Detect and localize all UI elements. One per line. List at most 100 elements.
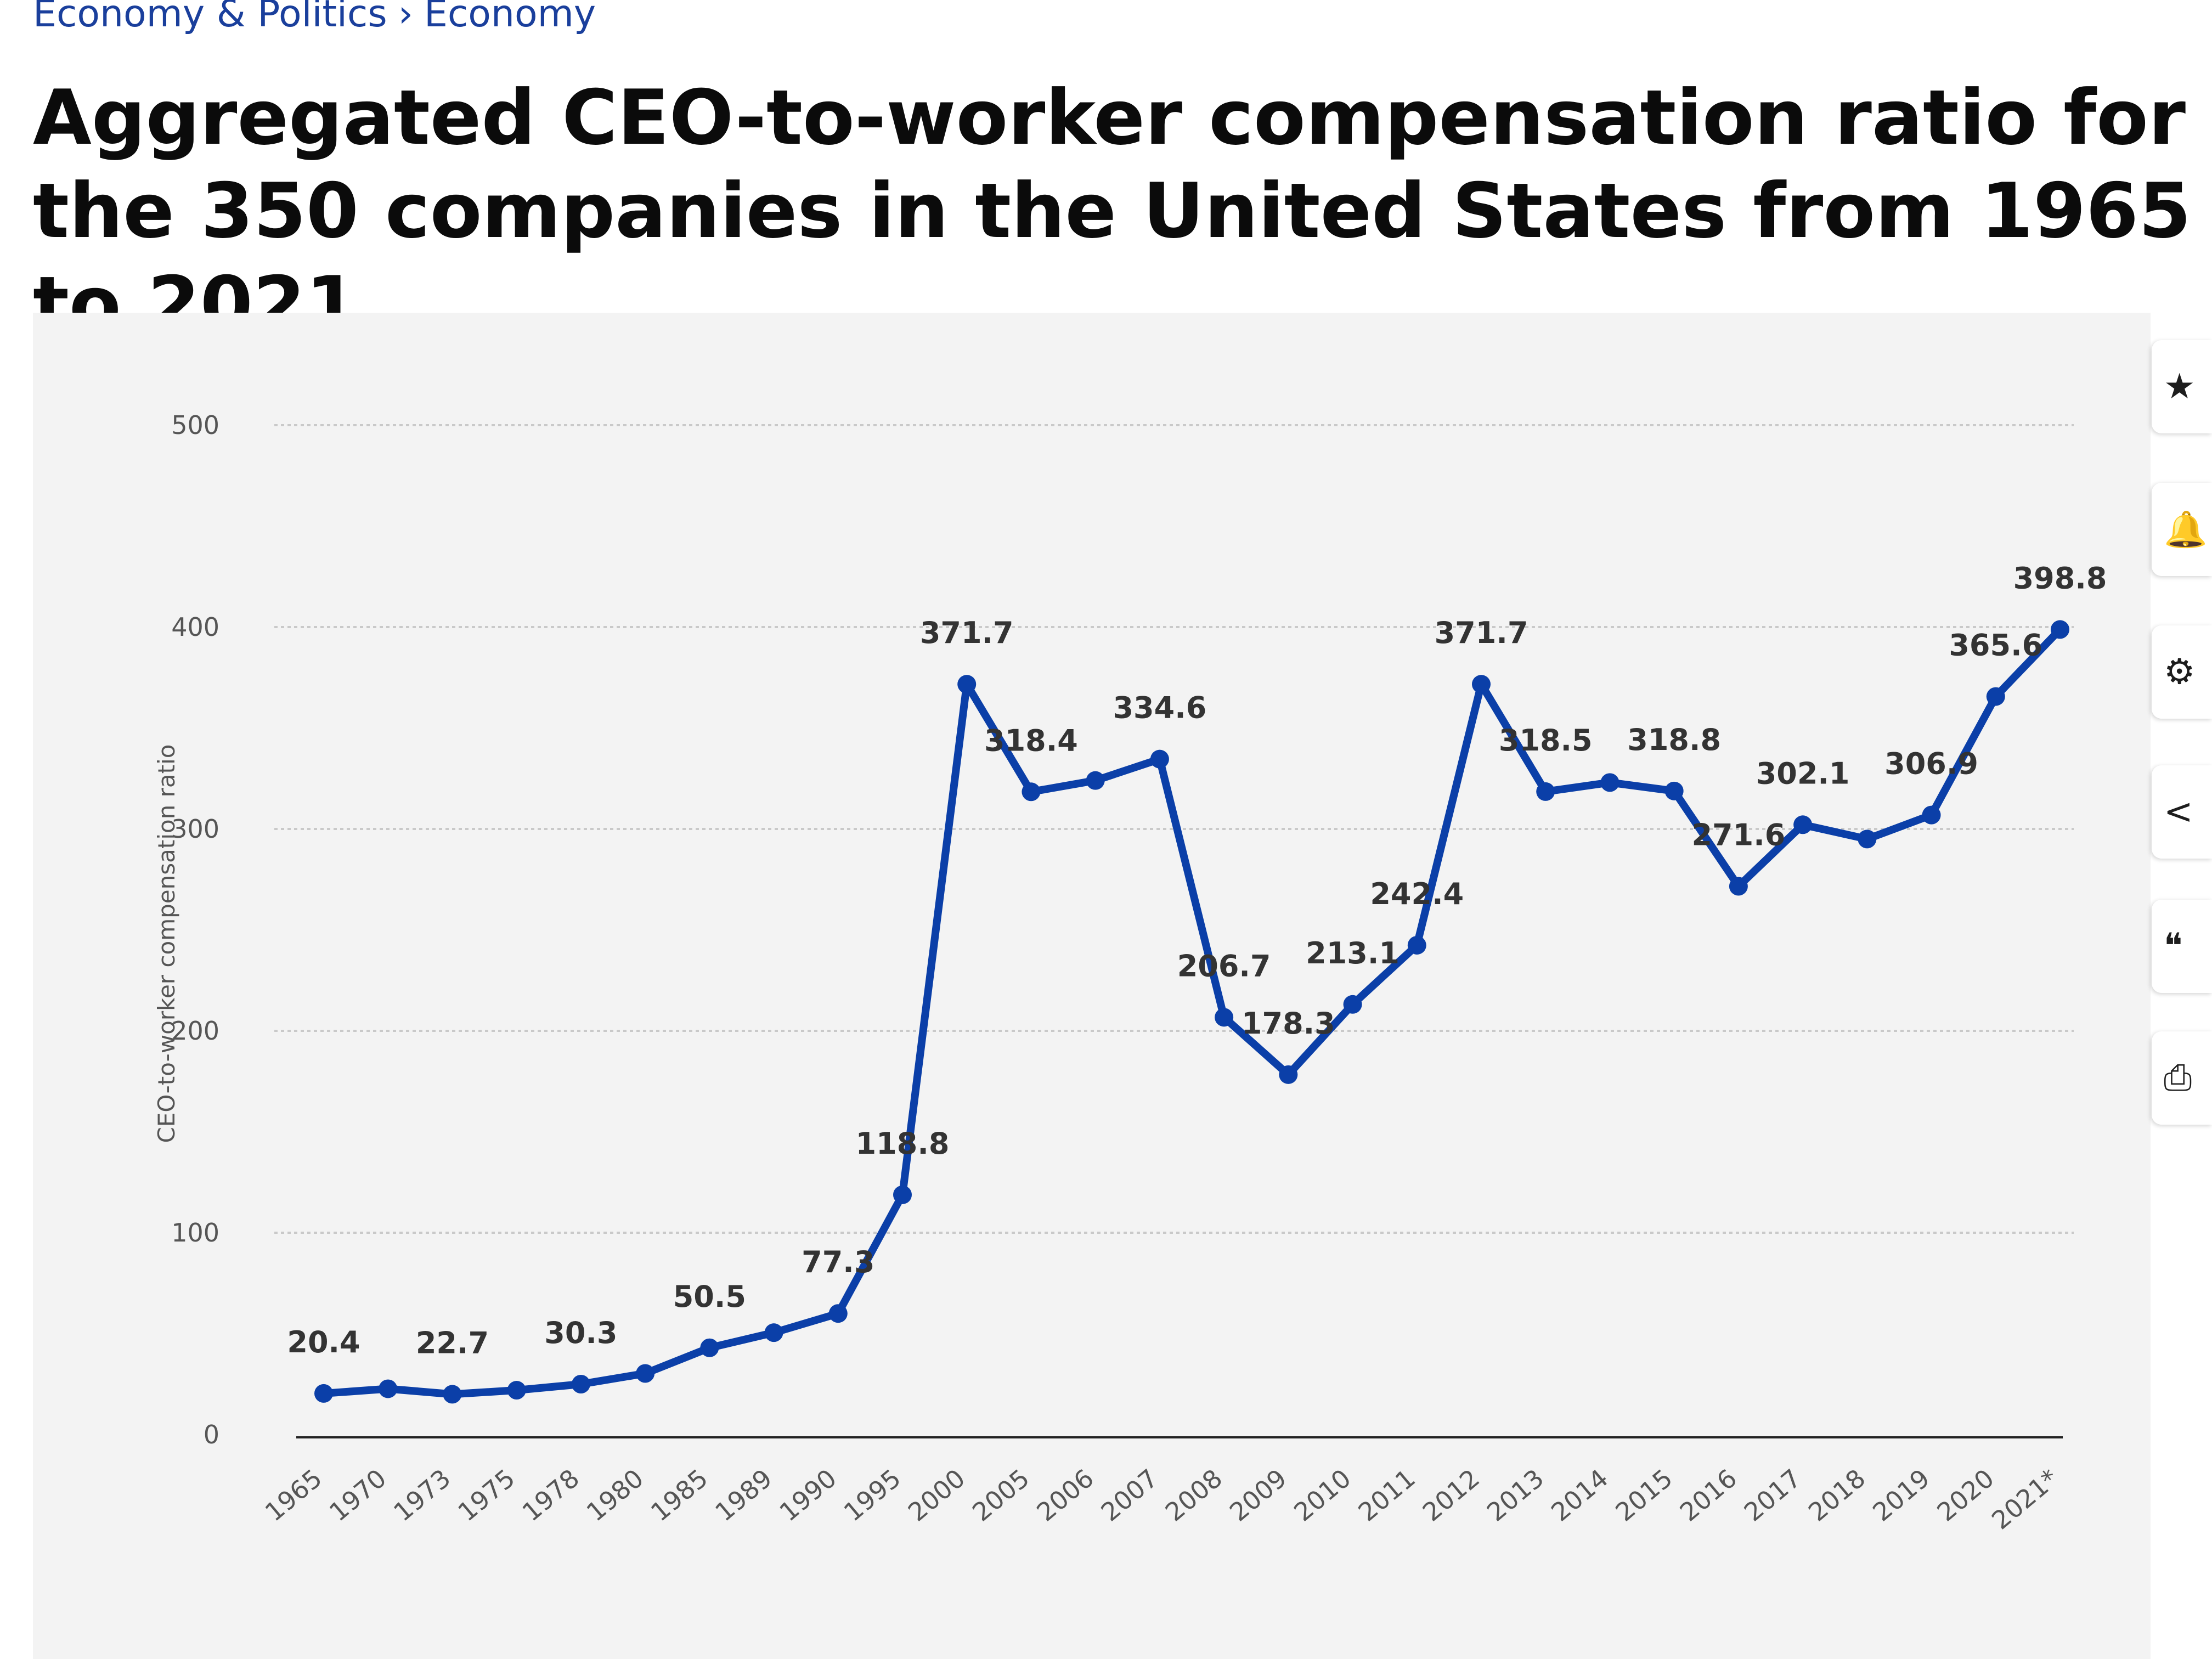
data-point-1973[interactable]: [443, 1385, 462, 1404]
data-label: 50.5: [673, 1279, 746, 1314]
data-label: 306.9: [1884, 747, 1978, 781]
breadcrumb-separator: ›: [398, 0, 413, 36]
data-label: 318.5: [1499, 723, 1593, 758]
data-point-2014[interactable]: [1600, 773, 1620, 792]
gear-icon[interactable]: ⚙: [2152, 625, 2212, 719]
data-point-1975[interactable]: [507, 1381, 526, 1400]
data-label: 77.3: [802, 1245, 874, 1279]
data-point-1995[interactable]: [893, 1185, 912, 1204]
data-point-2021*[interactable]: [2051, 620, 2069, 639]
data-point-2018[interactable]: [1858, 830, 1877, 849]
x-tick-label: 2015: [1610, 1463, 1678, 1527]
data-label: 371.7: [920, 616, 1014, 650]
page-title: Aggregated CEO-to-worker compensation ra…: [33, 74, 2192, 348]
line-chart: 0 100 200 300 400 500 CEO-to-worker compensat…: [153, 410, 2107, 1535]
data-point-1980[interactable]: [636, 1364, 655, 1383]
y-tick-label: 400: [171, 612, 219, 642]
y-tick-labels: 0 100 200 300 400 500: [171, 410, 219, 1449]
data-labels: 20.4 22.7 30.3 50.5 77.3 118.8 371.7 318.4 334.6…: [287, 561, 2107, 1360]
data-point-2011[interactable]: [1407, 935, 1426, 955]
x-tick-label: 1990: [774, 1463, 842, 1527]
data-label: 242.4: [1370, 877, 1464, 911]
y-axis-label: CEO-to-worker compensation ratio: [153, 744, 180, 1143]
x-tick-label: 2007: [1096, 1463, 1164, 1527]
y-tick-label: 300: [171, 814, 219, 844]
share-icon[interactable]: <: [2152, 765, 2212, 859]
gear-glyph: ⚙: [2164, 652, 2196, 692]
data-label: 206.7: [1177, 949, 1271, 983]
data-point-1989[interactable]: [764, 1323, 783, 1342]
data-label: 213.1: [1306, 936, 1400, 970]
x-tick-label: 1989: [709, 1463, 777, 1527]
x-tick-label: 2006: [1031, 1463, 1099, 1527]
data-label: 371.7: [1435, 616, 1528, 650]
data-point-1978[interactable]: [571, 1375, 590, 1393]
x-tick-label: 1970: [324, 1463, 392, 1527]
x-tick-label: 2011: [1352, 1463, 1420, 1527]
star-glyph: ★: [2164, 366, 2196, 407]
breadcrumb: Economy & Politics › Economy: [33, 0, 596, 36]
data-label: 20.4: [287, 1325, 360, 1359]
data-point-2015[interactable]: [1664, 781, 1684, 800]
print-glyph: ⎙: [2164, 1058, 2192, 1098]
data-label: 22.7: [416, 1325, 489, 1360]
share-glyph: <: [2164, 792, 2193, 832]
data-point-2013[interactable]: [1536, 782, 1555, 801]
data-label: 334.6: [1113, 691, 1206, 725]
data-point-2012[interactable]: [1472, 675, 1491, 694]
data-point-2007[interactable]: [1150, 749, 1169, 769]
data-label: 365.6: [1949, 628, 2042, 663]
y-tick-label: 100: [171, 1218, 219, 1248]
bell-glyph: 🔔: [2164, 509, 2208, 550]
data-point-1985[interactable]: [700, 1338, 719, 1357]
data-point-2009[interactable]: [1279, 1065, 1298, 1084]
data-label: 398.8: [2013, 561, 2107, 595]
x-tick-label: 2016: [1674, 1463, 1742, 1527]
print-icon[interactable]: ⎙: [2152, 1031, 2212, 1125]
x-tick-label: 1975: [452, 1463, 520, 1527]
chart-card: [33, 313, 2151, 1659]
data-label: 30.3: [544, 1316, 617, 1350]
x-tick-labels: 1965197019731975197819801985198919901995…: [259, 1463, 2064, 1535]
x-tick-label: 2008: [1160, 1463, 1228, 1527]
data-point-2008[interactable]: [1215, 1008, 1234, 1027]
x-tick-label: 2010: [1288, 1463, 1356, 1527]
data-label: 302.1: [1756, 756, 1850, 791]
x-tick-label: 2021*: [1986, 1463, 2064, 1535]
data-point-2019[interactable]: [1922, 805, 1941, 825]
data-point-2010[interactable]: [1343, 995, 1362, 1014]
series-line: [320, 625, 2064, 1398]
data-point-2000[interactable]: [957, 675, 977, 694]
breadcrumb-item-economy-politics[interactable]: Economy & Politics: [33, 0, 387, 36]
bell-icon[interactable]: 🔔: [2152, 483, 2212, 576]
y-tick-label: 200: [171, 1016, 219, 1046]
y-tick-label: 0: [204, 1420, 219, 1449]
x-tick-label: 2013: [1481, 1463, 1549, 1527]
x-tick-label: 1978: [517, 1463, 585, 1527]
star-icon[interactable]: ★: [2152, 340, 2212, 433]
x-tick-label: 2014: [1545, 1463, 1613, 1527]
series-layer: [314, 620, 2069, 1404]
data-point-1965[interactable]: [314, 1384, 333, 1403]
data-point-2005[interactable]: [1022, 782, 1041, 802]
x-tick-label: 2020: [1931, 1463, 1999, 1527]
x-tick-label: 2000: [902, 1463, 970, 1527]
data-point-2017[interactable]: [1793, 815, 1813, 834]
data-point-1990[interactable]: [828, 1304, 848, 1323]
y-tick-label: 500: [171, 410, 219, 440]
x-tick-label: 2009: [1224, 1463, 1292, 1527]
data-label: 318.8: [1627, 723, 1721, 757]
x-tick-label: 2018: [1803, 1463, 1871, 1527]
quote-icon[interactable]: ❝: [2152, 900, 2212, 993]
data-point-2020[interactable]: [1986, 687, 2005, 706]
data-label: 271.6: [1691, 818, 1785, 853]
data-label: 178.3: [1242, 1006, 1335, 1041]
data-point-2006[interactable]: [1086, 771, 1105, 790]
x-tick-label: 1973: [388, 1463, 456, 1527]
x-tick-label: 1995: [838, 1463, 906, 1527]
x-tick-label: 1985: [645, 1463, 713, 1527]
data-point-2016[interactable]: [1729, 877, 1748, 896]
data-point-1970[interactable]: [379, 1379, 398, 1398]
x-tick-label: 2017: [1739, 1463, 1807, 1527]
breadcrumb-item-economy[interactable]: Economy: [424, 0, 596, 36]
